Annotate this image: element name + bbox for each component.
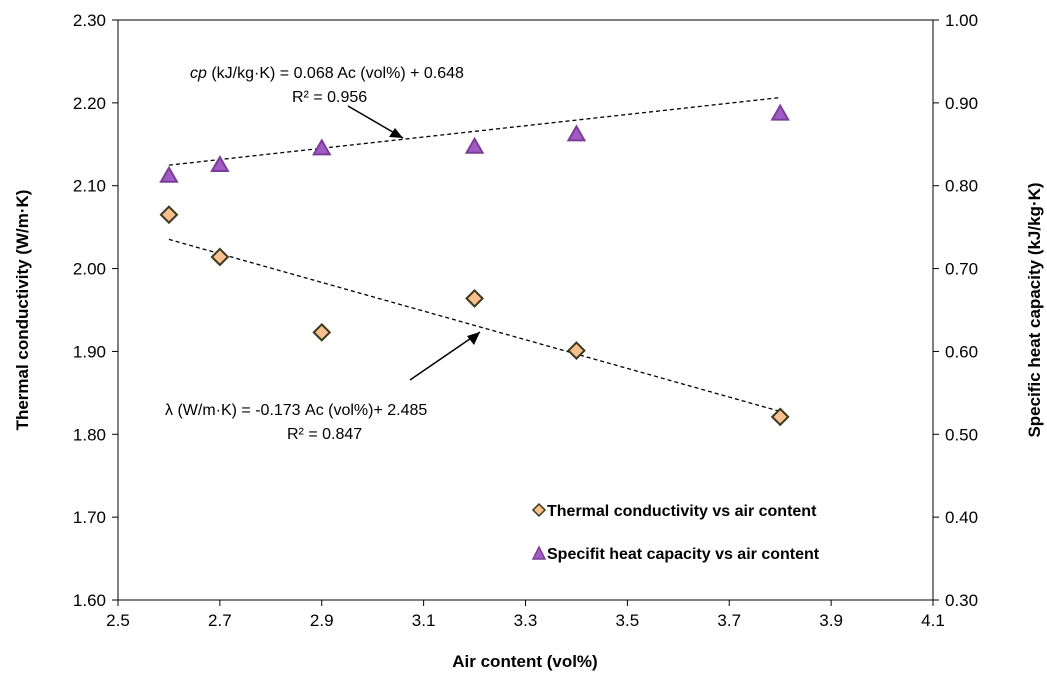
heat-capacity-data-point bbox=[159, 165, 179, 183]
heat-capacity-data-point bbox=[210, 154, 230, 172]
lambda-annotation-arrow bbox=[409, 331, 481, 381]
ticks: 2.5 2.7 2.9 3.1 3.3 3.5 3.7 3.9 4.1 1.60 1.70 1.80 1… bbox=[73, 11, 978, 630]
x-tick-label: 3.9 bbox=[819, 611, 843, 630]
y-right-tick-label: 1.00 bbox=[945, 11, 978, 30]
thermal-data-point bbox=[465, 288, 484, 308]
x-axis-title: Air content (vol%) bbox=[452, 652, 597, 671]
cp-r2-text: R² = 0.956 bbox=[292, 89, 367, 106]
heat-capacity-data-point bbox=[566, 124, 587, 142]
y-right-tick-label: 0.60 bbox=[945, 342, 978, 361]
y-right-tick-label: 0.80 bbox=[945, 177, 978, 196]
y-left-tick-label: 1.90 bbox=[73, 342, 106, 361]
y-left-tick-label: 1.60 bbox=[73, 591, 106, 610]
y-right-tick-label: 0.70 bbox=[945, 260, 978, 279]
y-left-tick-label: 1.70 bbox=[73, 508, 106, 527]
x-tick-label: 3.5 bbox=[616, 611, 640, 630]
y-left-tick-label: 2.30 bbox=[73, 11, 106, 30]
lambda-equation-line1: λ (W/m·K) = -0.173 Ac (vol%)+ 2.485 bbox=[165, 402, 427, 419]
y-left-tick-label: 1.80 bbox=[73, 425, 106, 444]
y-right-tick-label: 0.90 bbox=[945, 94, 978, 113]
cp-equation-annotation: cp (kJ/kg·K) = 0.068 Ac (vol%) + 0.648 R… bbox=[190, 65, 464, 139]
x-tick-label: 3.1 bbox=[412, 611, 436, 630]
heat-capacity-trendline bbox=[168, 96, 781, 166]
y-right-tick-label: 0.50 bbox=[945, 425, 978, 444]
thermal-data-point bbox=[312, 322, 332, 342]
legend-item-thermal: Thermal conductivity vs air content bbox=[531, 502, 817, 520]
trendlines bbox=[168, 96, 781, 413]
cp-equation-line1: cp (kJ/kg·K) = 0.068 Ac (vol%) + 0.648 bbox=[190, 65, 464, 82]
heat-capacity-data-point bbox=[312, 138, 332, 156]
x-tick-label: 4.1 bbox=[921, 611, 945, 630]
x-tick-label: 2.7 bbox=[208, 611, 232, 630]
legend-diamond-marker bbox=[531, 502, 547, 518]
x-tick-label: 3.7 bbox=[717, 611, 741, 630]
y-left-axis-title: Thermal conductivity (W/m·K) bbox=[13, 190, 32, 431]
thermal-data-point bbox=[210, 247, 230, 267]
legend-triangle-marker bbox=[531, 545, 547, 560]
y-left-tick-label: 2.00 bbox=[73, 260, 106, 279]
legend-item-heat: Specifit heat capacity vs air content bbox=[531, 545, 820, 563]
cp-annotation-arrowhead bbox=[389, 128, 403, 138]
heat-capacity-data-point bbox=[464, 136, 485, 154]
y-left-tick-label: 2.10 bbox=[73, 177, 106, 196]
y-right-tick-label: 0.30 bbox=[945, 591, 978, 610]
markers bbox=[159, 103, 790, 427]
thermal-trendline bbox=[168, 238, 781, 413]
y-right-tick-label: 0.40 bbox=[945, 508, 978, 527]
legend-label-heat: Specifit heat capacity vs air content bbox=[547, 546, 820, 563]
legend: Thermal conductivity vs air content Spec… bbox=[531, 502, 820, 563]
thermal-data-point bbox=[567, 341, 586, 361]
thermal-data-point bbox=[770, 407, 790, 427]
x-tick-label: 3.3 bbox=[514, 611, 538, 630]
x-tick-label: 2.9 bbox=[310, 611, 334, 630]
y-left-tick-label: 2.20 bbox=[73, 94, 106, 113]
lambda-equation-annotation: λ (W/m·K) = -0.173 Ac (vol%)+ 2.485 R² =… bbox=[165, 331, 481, 443]
heat-capacity-data-point bbox=[770, 103, 790, 121]
thermal-data-point bbox=[159, 205, 179, 225]
legend-label-thermal: Thermal conductivity vs air content bbox=[547, 503, 817, 520]
lambda-r2-text: R² = 0.847 bbox=[287, 426, 362, 443]
y-right-axis-title: Specific heat capacity (kJ/kg·K) bbox=[1025, 182, 1044, 437]
x-tick-label: 2.5 bbox=[106, 611, 130, 630]
lambda-annotation-arrowhead bbox=[467, 332, 480, 345]
